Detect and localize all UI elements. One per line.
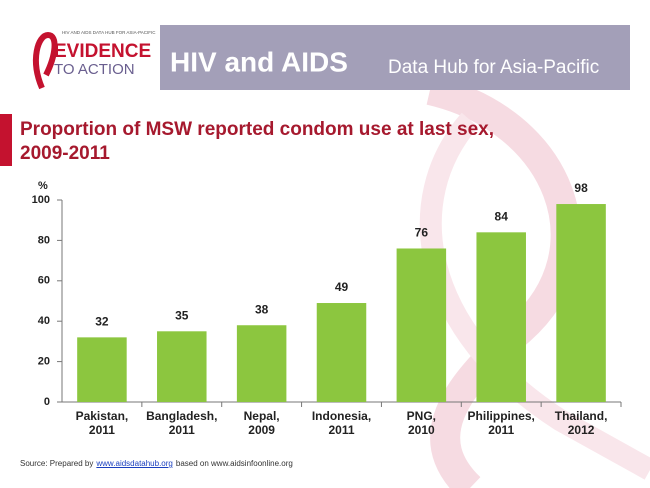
bar [77,337,127,402]
y-axis-label: % [38,180,48,192]
x-tick-label: 2010 [408,423,435,437]
value-label: 35 [175,308,189,322]
x-tick-label: 2009 [248,423,275,437]
y-tick-label: 40 [38,315,50,327]
logo-small-text: HIV AND AIDS DATA HUB FOR ASIA-PACIFIC [62,30,156,35]
header-subtitle: Data Hub for Asia-Pacific [388,57,599,78]
x-tick-label: Thailand, [555,409,608,423]
bar [316,303,367,402]
value-label: 38 [255,302,269,316]
x-tick-label: Bangladesh, [146,409,217,423]
y-tick-label: 100 [32,194,50,206]
value-label: 49 [335,280,349,294]
title-accent [0,114,12,166]
x-tick-label: 2012 [568,423,595,437]
bar [476,232,526,402]
x-tick-label: 2011 [488,423,514,437]
x-tick-label: PNG, [407,409,436,423]
y-tick-label: 20 [38,356,50,368]
bar [236,325,287,402]
source-note: Source: Prepared by www.aidsdatahub.org ba… [20,459,296,468]
x-tick-label: Indonesia, [312,409,371,423]
y-tick-label: 80 [38,234,50,246]
x-tick-label: 2011 [328,423,354,437]
x-tick-label: 2011 [169,423,195,437]
bar [556,204,606,402]
chart-title: Proportion of MSW reported condom use at… [20,119,494,140]
header-title: HIV and AIDS [170,46,348,77]
chart-title: 2009-2011 [20,143,110,164]
source-text: based on www.aidsinfoonline.org [175,459,293,468]
value-label: 84 [495,209,509,223]
x-tick-label: Philippines, [468,409,535,423]
source-text: Source: Prepared by [20,459,94,468]
x-tick-label: Nepal, [244,409,280,423]
x-tick-label: 2011 [89,423,115,437]
value-label: 32 [95,315,109,329]
ribbon-decoration [426,75,581,488]
x-tick-label: Pakistan, [76,409,129,423]
logo-ribbon [33,31,58,90]
y-tick-label: 0 [44,396,50,408]
source-link[interactable]: www.aidsdatahub.org [96,459,173,468]
value-label: 76 [415,226,429,240]
bar [396,248,447,402]
logo-text: TO ACTION [54,61,135,78]
logo-text: EVIDENCE [54,41,151,62]
y-tick-label: 60 [38,275,50,287]
bar [157,331,207,402]
value-label: 98 [574,181,588,195]
